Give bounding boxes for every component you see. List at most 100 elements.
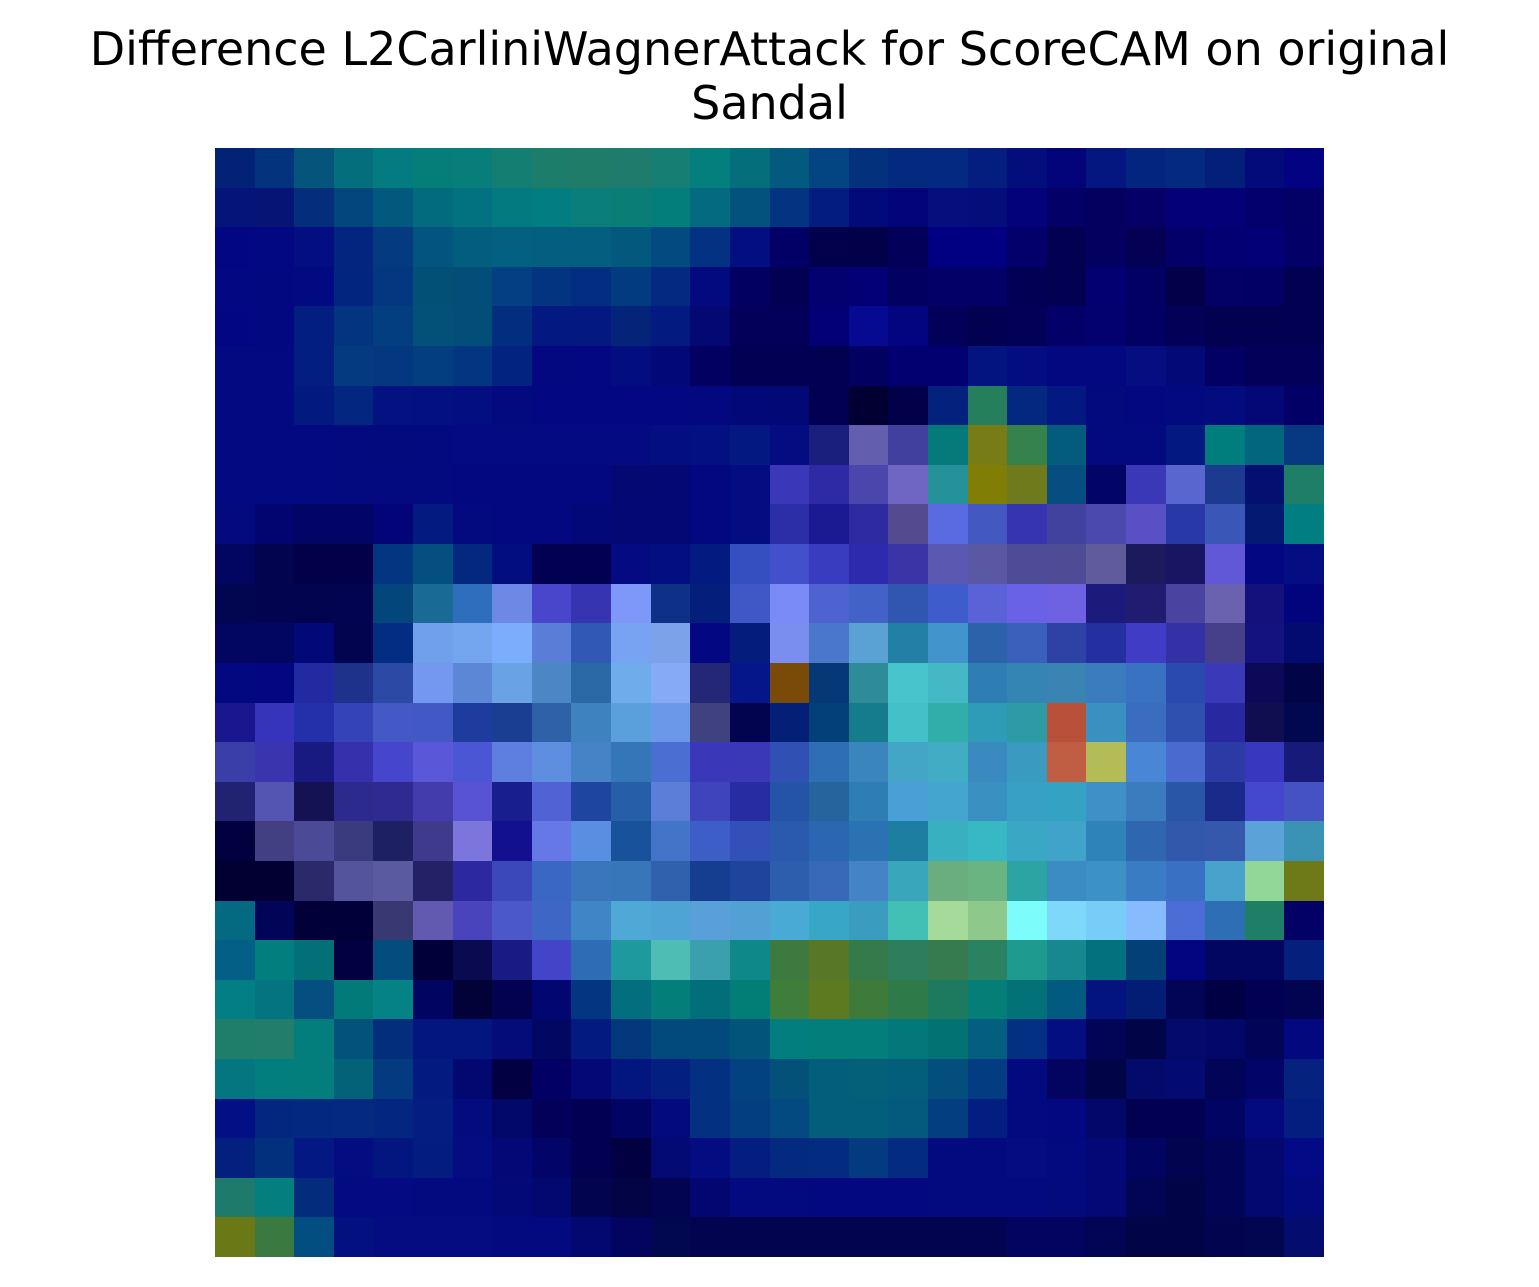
heatmap-cell-r2-c19 <box>968 227 1008 268</box>
heatmap-cell-r1-c19 <box>968 188 1008 228</box>
heatmap-cell-r3-c23 <box>1126 267 1167 307</box>
heatmap-cell-r15-c25 <box>1205 742 1246 783</box>
heatmap-cell-r5-c4 <box>373 346 414 387</box>
heatmap-cell-r18-c22 <box>1086 861 1127 902</box>
heatmap-cell-r5-c8 <box>532 346 572 387</box>
heatmap-cell-r3-c20 <box>1007 267 1048 307</box>
heatmap-cell-r2-c11 <box>651 227 691 268</box>
heatmap-cell-r12-c11 <box>651 623 691 664</box>
heatmap-cell-r1-c7 <box>492 188 533 228</box>
heatmap-cell-r25-c20 <box>1007 1138 1048 1179</box>
heatmap-cell-r3-c1 <box>255 267 295 307</box>
heatmap-cell-r10-c3 <box>334 544 374 585</box>
heatmap-cell-r20-c12 <box>690 940 731 981</box>
heatmap-cell-r4-c10 <box>611 306 652 347</box>
heatmap-cell-r26-c20 <box>1007 1178 1048 1218</box>
heatmap-cell-r7-c25 <box>1205 425 1246 466</box>
heatmap-cell-r13-c24 <box>1166 663 1206 704</box>
heatmap-cell-r19-c27 <box>1284 901 1324 941</box>
heatmap-cell-r9-c13 <box>730 504 771 545</box>
heatmap-cell-r21-c7 <box>492 980 533 1020</box>
heatmap-cell-r25-c15 <box>809 1138 850 1179</box>
heatmap-cell-r20-c16 <box>849 940 889 981</box>
heatmap-cell-r6-c12 <box>690 386 731 426</box>
heatmap-cell-r27-c24 <box>1166 1217 1206 1257</box>
heatmap-cell-r4-c27 <box>1284 306 1324 347</box>
heatmap-cell-r10-c15 <box>809 544 850 585</box>
heatmap-cell-r25-c10 <box>611 1138 652 1179</box>
heatmap-cell-r3-c26 <box>1245 267 1285 307</box>
heatmap-cell-r19-c2 <box>294 901 335 941</box>
heatmap-cell-r18-c2 <box>294 861 335 902</box>
heatmap-cell-r16-c1 <box>255 782 295 822</box>
heatmap-cell-r12-c3 <box>334 623 374 664</box>
heatmap-cell-r14-c10 <box>611 703 652 743</box>
heatmap-cell-r0-c15 <box>809 148 850 189</box>
heatmap-cell-r1-c21 <box>1047 188 1087 228</box>
heatmap-cell-r17-c17 <box>888 821 929 862</box>
heatmap-cell-r17-c26 <box>1245 821 1285 862</box>
heatmap-cell-r23-c8 <box>532 1059 572 1100</box>
heatmap-cell-r7-c27 <box>1284 425 1324 466</box>
heatmap-cell-r7-c10 <box>611 425 652 466</box>
heatmap-cell-r19-c23 <box>1126 901 1167 941</box>
heatmap-cell-r22-c4 <box>373 1019 414 1060</box>
heatmap-cell-r17-c11 <box>651 821 691 862</box>
heatmap-cell-r21-c23 <box>1126 980 1167 1020</box>
heatmap-cell-r9-c15 <box>809 504 850 545</box>
heatmap-cell-r22-c18 <box>928 1019 969 1060</box>
heatmap-cell-r2-c5 <box>413 227 454 268</box>
heatmap-cell-r22-c1 <box>255 1019 295 1060</box>
heatmap-cell-r25-c17 <box>888 1138 929 1179</box>
heatmap-cell-r24-c23 <box>1126 1099 1167 1139</box>
heatmap-cell-r15-c23 <box>1126 742 1167 783</box>
heatmap-cell-r26-c1 <box>255 1178 295 1218</box>
heatmap-cell-r17-c3 <box>334 821 374 862</box>
heatmap-cell-r20-c6 <box>453 940 493 981</box>
heatmap-cell-r5-c25 <box>1205 346 1246 387</box>
heatmap-cell-r21-c5 <box>413 980 454 1020</box>
heatmap-cell-r6-c6 <box>453 386 493 426</box>
heatmap-cell-r3-c14 <box>770 267 810 307</box>
heatmap-cell-r4-c20 <box>1007 306 1048 347</box>
heatmap-cell-r11-c17 <box>888 584 929 624</box>
heatmap-cell-r12-c17 <box>888 623 929 664</box>
chart-title: Difference L2CarliniWagnerAttack for Sco… <box>0 22 1539 130</box>
heatmap-cell-r10-c23 <box>1126 544 1167 585</box>
heatmap-cell-r12-c1 <box>255 623 295 664</box>
heatmap-cell-r18-c23 <box>1126 861 1167 902</box>
heatmap-cell-r0-c6 <box>453 148 493 189</box>
heatmap-cell-r21-c11 <box>651 980 691 1020</box>
heatmap-cell-r26-c22 <box>1086 1178 1127 1218</box>
heatmap-cell-r14-c11 <box>651 703 691 743</box>
heatmap-cell-r14-c16 <box>849 703 889 743</box>
heatmap-cell-r8-c20 <box>1007 465 1048 505</box>
heatmap-cell-r17-c7 <box>492 821 533 862</box>
heatmap-cell-r11-c23 <box>1126 584 1167 624</box>
heatmap-cell-r10-c14 <box>770 544 810 585</box>
heatmap-cell-r18-c25 <box>1205 861 1246 902</box>
heatmap-cell-r14-c1 <box>255 703 295 743</box>
heatmap-cell-r10-c4 <box>373 544 414 585</box>
heatmap-cell-r24-c14 <box>770 1099 810 1139</box>
heatmap-cell-r13-c17 <box>888 663 929 704</box>
heatmap-cell-r4-c0 <box>215 306 256 347</box>
heatmap-cell-r5-c12 <box>690 346 731 387</box>
heatmap-cell-r0-c11 <box>651 148 691 189</box>
heatmap-cell-r25-c18 <box>928 1138 969 1179</box>
heatmap-cell-r17-c24 <box>1166 821 1206 862</box>
heatmap-cell-r18-c6 <box>453 861 493 902</box>
heatmap-cell-r9-c25 <box>1205 504 1246 545</box>
heatmap-cell-r20-c27 <box>1284 940 1324 981</box>
heatmap-cell-r9-c9 <box>571 504 612 545</box>
heatmap-cell-r21-c4 <box>373 980 414 1020</box>
heatmap-cell-r9-c5 <box>413 504 454 545</box>
heatmap-cell-r23-c2 <box>294 1059 335 1100</box>
heatmap-cell-r4-c8 <box>532 306 572 347</box>
heatmap-cell-r17-c15 <box>809 821 850 862</box>
heatmap-cell-r26-c23 <box>1126 1178 1167 1218</box>
heatmap-cell-r26-c6 <box>453 1178 493 1218</box>
heatmap-cell-r4-c4 <box>373 306 414 347</box>
heatmap-cell-r4-c3 <box>334 306 374 347</box>
heatmap-cell-r18-c5 <box>413 861 454 902</box>
